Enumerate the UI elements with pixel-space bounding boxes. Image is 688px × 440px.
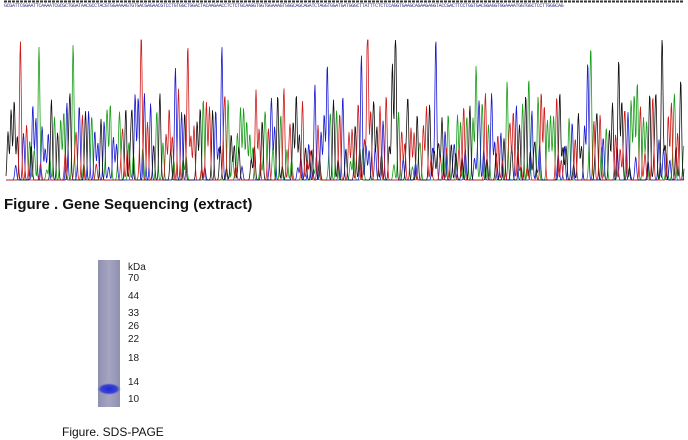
marker-label: 10	[128, 394, 140, 405]
gel-unit: kDa	[128, 262, 146, 273]
sequencing-caption: Figure . Gene Sequencing (extract)	[4, 196, 253, 213]
lane	[98, 260, 120, 407]
marker-label: 14	[128, 377, 140, 388]
marker-label: 70	[128, 273, 140, 284]
trace	[5, 39, 685, 181]
gel-caption: Figure. SDS-PAGE	[62, 425, 164, 439]
protein-band	[97, 383, 121, 395]
marker-label: 22	[128, 334, 140, 345]
marker-label: 18	[128, 353, 140, 364]
marker-label: 26	[128, 321, 140, 332]
gel-lane	[97, 260, 121, 407]
marker-label: 44	[128, 291, 140, 302]
marker-label: 33	[128, 308, 140, 319]
trace	[6, 39, 684, 181]
sequence-text: GCGATTCGGAATTCAAAATCGCGCTGGATAACGCCTACGT…	[4, 3, 564, 9]
chromatogram	[4, 0, 685, 181]
